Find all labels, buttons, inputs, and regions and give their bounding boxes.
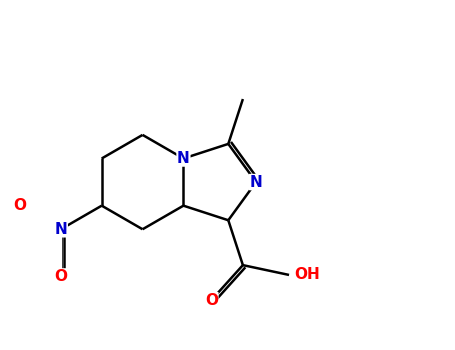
Text: N: N	[55, 222, 67, 237]
Text: O: O	[14, 198, 26, 213]
Text: O: O	[205, 293, 218, 308]
Text: N: N	[177, 151, 190, 166]
Text: OH: OH	[294, 267, 319, 282]
Text: N: N	[250, 175, 263, 190]
Text: O: O	[54, 269, 67, 284]
